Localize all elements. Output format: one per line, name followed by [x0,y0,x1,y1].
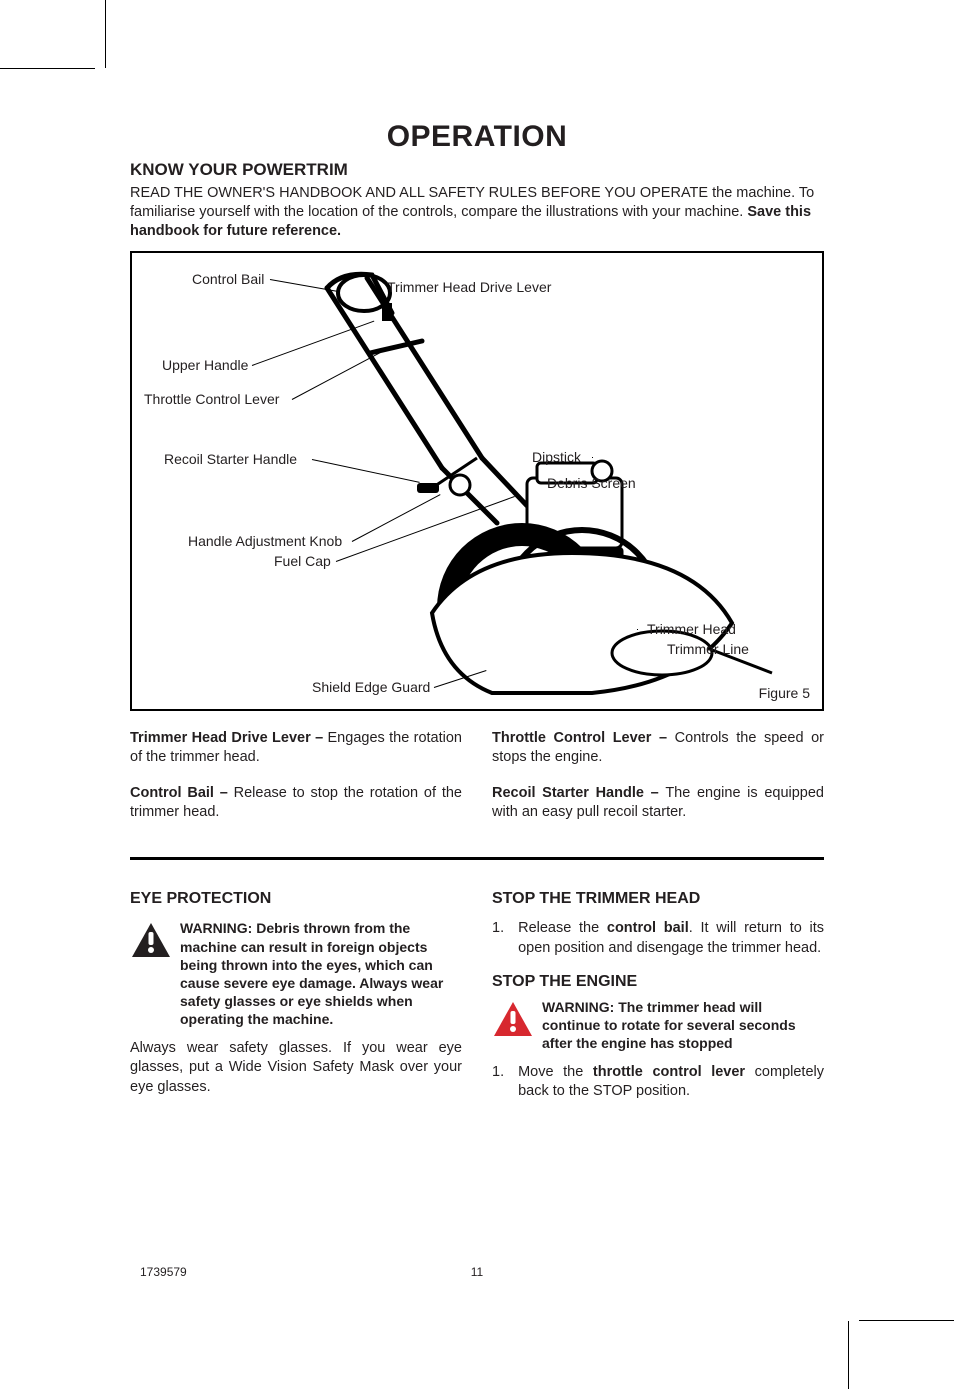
step-number: 1. [492,919,504,958]
leader-line [637,629,638,630]
lower-right: STOP THE TRIMMER HEAD 1. Release the con… [492,888,824,1108]
label-handle-adjustment-knob: Handle Adjustment Knob [188,533,342,549]
intro-paragraph: READ THE OWNER'S HANDBOOK AND ALL SAFETY… [130,184,824,241]
stop-trimmer-heading: STOP THE TRIMMER HEAD [492,888,824,910]
eye-protection-heading: EYE PROTECTION [130,888,462,910]
step-text: Release the control bail. It will return… [518,919,824,958]
warning-text: WARNING: Debris thrown from the machine … [180,919,462,1028]
term: Recoil Starter Handle – [492,785,665,801]
footer: 1739579 11 [140,1265,814,1279]
crop-mark [859,1320,954,1321]
crop-mark [0,68,95,69]
step: 1. Move the throttle control lever compl… [492,1063,824,1102]
page-number: 11 [471,1265,483,1279]
leader-line [592,457,593,458]
label-control-bail: Control Bail [192,271,264,287]
step-text: Move the throttle control lever complete… [518,1063,824,1102]
label-trimmer-head-drive-lever: Trimmer Head Drive Lever [387,279,551,295]
warning-text: WARNING: The trimmer head will continue … [542,998,824,1053]
figure-caption: Figure 5 [759,685,810,701]
divider [130,857,824,860]
figure: Control Bail Trimmer Head Drive Lever Up… [130,251,824,711]
label-debris-screen: Debris Screen [547,475,636,491]
label-dipstick: Dipstick [532,449,581,465]
stop-engine-heading: STOP THE ENGINE [492,971,824,993]
eye-protection-body: Always wear safety glasses. If you wear … [130,1039,462,1098]
term: Control Bail – [130,785,234,801]
definition: Recoil Starter Handle – The engine is eq… [492,784,824,823]
crop-mark [105,0,106,68]
label-shield-edge-guard: Shield Edge Guard [312,679,430,695]
definition: Control Bail – Release to stop the rotat… [130,784,462,823]
label-upper-handle: Upper Handle [162,357,248,373]
definition: Trimmer Head Drive Lever – Engages the r… [130,729,462,768]
section-heading: KNOW YOUR POWERTRIM [130,160,824,180]
intro-text: READ THE OWNER'S HANDBOOK AND ALL SAFETY… [130,185,814,220]
label-throttle-control-lever: Throttle Control Lever [144,391,279,407]
warning-icon [492,1000,534,1038]
stop-trimmer-steps: 1. Release the control bail. It will ret… [492,919,824,958]
label-recoil-starter-handle: Recoil Starter Handle [164,451,297,467]
crop-mark [848,1321,849,1389]
stop-engine-steps: 1. Move the throttle control lever compl… [492,1063,824,1102]
definitions-right: Throttle Control Lever – Controls the sp… [492,729,824,839]
step: 1. Release the control bail. It will ret… [492,919,824,958]
doc-number: 1739579 [140,1265,187,1279]
definition: Throttle Control Lever – Controls the sp… [492,729,824,768]
warning-box: WARNING: The trimmer head will continue … [492,998,824,1053]
step-number: 1. [492,1063,504,1102]
label-fuel-cap: Fuel Cap [274,553,331,569]
lower-block: EYE PROTECTION WARNING: Debris thrown fr… [130,888,824,1108]
page: OPERATION KNOW YOUR POWERTRIM READ THE O… [0,0,954,1389]
definitions-block: Trimmer Head Drive Lever – Engages the r… [130,729,824,839]
definitions-left: Trimmer Head Drive Lever – Engages the r… [130,729,462,839]
label-trimmer-line: Trimmer Line [667,641,749,657]
warning-box: WARNING: Debris thrown from the machine … [130,919,462,1028]
term: Throttle Control Lever – [492,730,675,746]
term: Trimmer Head Drive Lever – [130,730,328,746]
page-title: OPERATION [130,120,824,154]
warning-icon [130,921,172,959]
lower-left: EYE PROTECTION WARNING: Debris thrown fr… [130,888,462,1108]
label-trimmer-head: Trimmer Head [647,621,736,637]
